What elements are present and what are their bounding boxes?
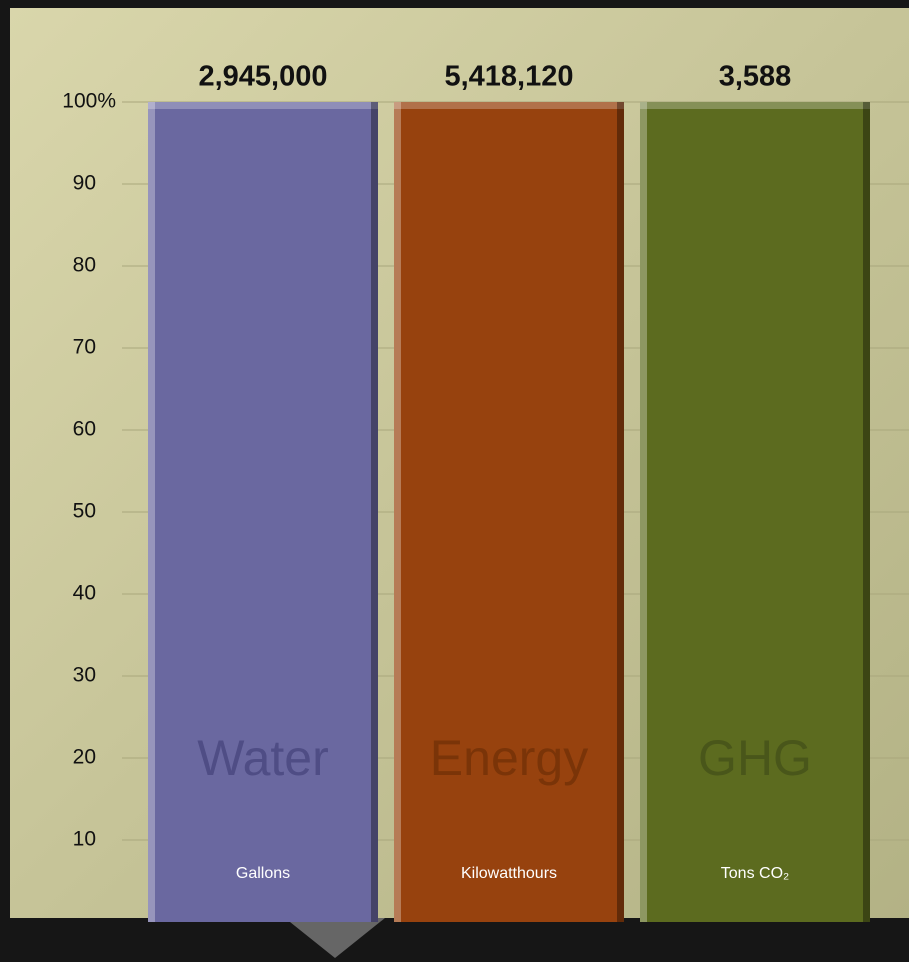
bar-bevel-left: [640, 102, 647, 922]
y-tick-label: 40: [73, 582, 96, 605]
category-label: GHG: [698, 730, 812, 786]
bar-bevel-left: [394, 102, 401, 922]
category-label: Water: [197, 730, 329, 786]
y-tick-label: 30: [73, 664, 96, 687]
y-tick-label: 50: [73, 500, 96, 523]
unit-label: Gallons: [236, 865, 290, 882]
bar: [640, 102, 870, 922]
y-tick-label: 10: [73, 828, 96, 851]
bar-bevel-top: [394, 102, 624, 109]
unit-label: Tons CO₂: [721, 865, 789, 882]
bar-bevel-top: [640, 102, 870, 109]
y-tick-label: 100%: [62, 90, 116, 113]
bar-bevel-right: [863, 102, 870, 922]
unit-label: Kilowatthours: [461, 865, 557, 882]
y-tick-label: 20: [73, 746, 96, 769]
bar: [394, 102, 624, 922]
y-tick-label: 80: [73, 254, 96, 277]
bar-bevel-right: [617, 102, 624, 922]
value-label: 2,945,000: [198, 61, 327, 93]
pointer: [285, 918, 385, 958]
bar-bevel-top: [148, 102, 378, 109]
bar-bevel-left: [148, 102, 155, 922]
bar-bevel-right: [371, 102, 378, 922]
value-label: 3,588: [719, 61, 792, 93]
y-tick-label: 90: [73, 172, 96, 195]
plot-area: 10 20 30 40 50 60 70 80 90 100% 2,945,000 Water Gall…: [62, 61, 909, 922]
category-label: Energy: [430, 730, 588, 786]
y-tick-label: 70: [73, 336, 96, 359]
y-tick-label: 60: [73, 418, 96, 441]
value-label: 5,418,120: [444, 61, 573, 93]
bar: [148, 102, 378, 922]
